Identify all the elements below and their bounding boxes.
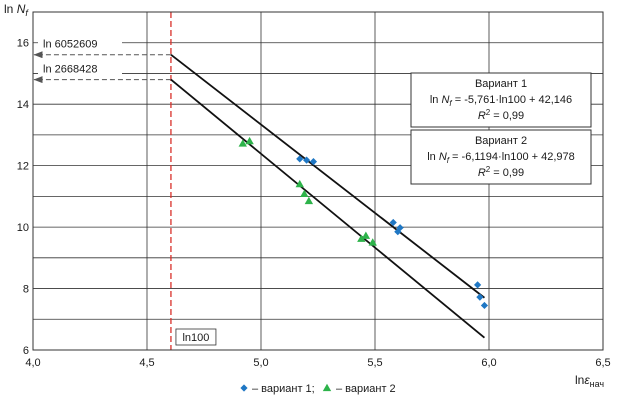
x-tick-label: 5,0	[253, 357, 268, 369]
data-point-variant-2	[357, 234, 366, 242]
legend-marker-variant-1	[240, 384, 248, 392]
data-point-variant-1	[480, 301, 489, 310]
annotation-label: ln 6052609	[43, 39, 97, 51]
reference-label-box	[175, 328, 217, 346]
y-tick-label: 16	[17, 38, 29, 50]
reference-line-group: ln100 ln 6052609 ln 2668428	[33, 12, 217, 350]
equation-r-squared: R2 = 0,99	[478, 108, 524, 122]
regression-line	[170, 53, 485, 299]
data-point-variant-1	[396, 224, 404, 232]
equation-formula: ln Nf = -6,1194·ln100 + 42,978	[427, 151, 575, 165]
legend: – вариант 1; – вариант 2	[240, 383, 396, 395]
annotation-label: ln 2668428	[43, 64, 97, 76]
equation-formula: ln Nf = -5,761·ln100 + 42,146	[430, 94, 572, 108]
equation-title: Вариант 2	[475, 135, 527, 147]
data-points	[238, 136, 489, 310]
legend-label-variant-2: – вариант 2	[336, 383, 396, 395]
x-axis-label: lnεнач	[575, 373, 604, 389]
fit-lines	[170, 53, 486, 339]
data-point-variant-2	[368, 238, 377, 246]
x-tick-label: 5,5	[367, 357, 382, 369]
data-point-variant-1	[296, 155, 304, 163]
legend-label-variant-1: – вариант 1;	[252, 383, 315, 395]
data-point-variant-1	[309, 158, 318, 166]
regression-line	[170, 78, 486, 339]
annotation-label-bg	[38, 60, 122, 76]
axis-labels: ln Nf lnεнач	[4, 2, 604, 389]
equation-box	[410, 129, 592, 185]
equation-title: Вариант 1	[475, 78, 527, 90]
annotation-label-bg	[38, 35, 122, 51]
tick-labels: 4,0 4,5 5,0 5,5 6,0 6,5 6 8 10 12 14 16	[17, 38, 611, 369]
data-point-variant-1	[389, 218, 397, 227]
data-point-variant-2	[300, 189, 309, 198]
data-point-variant-1	[303, 156, 311, 164]
data-point-variant-2	[361, 231, 371, 239]
equation-r-squared: R2 = 0,99	[478, 165, 524, 179]
plot-frame	[32, 11, 604, 351]
data-point-variant-2	[304, 196, 314, 205]
data-point-variant-1	[476, 293, 484, 301]
legend-marker-variant-2	[322, 383, 332, 392]
x-tick-label: 4,0	[25, 357, 40, 369]
y-tick-label: 12	[17, 161, 29, 173]
data-point-variant-1	[394, 228, 402, 236]
equation-boxes: Вариант 1ln Nf = -5,761·ln100 + 42,146R2…	[410, 72, 592, 185]
x-tick-label: 4,5	[139, 357, 154, 369]
data-point-variant-2	[245, 136, 254, 145]
x-tick-label: 6,0	[481, 357, 496, 369]
data-point-variant-2	[238, 139, 247, 147]
y-tick-label: 14	[17, 99, 29, 111]
data-point-variant-1	[474, 281, 482, 289]
y-tick-label: 6	[23, 345, 29, 357]
y-axis-label: ln Nf	[4, 2, 29, 18]
y-tick-label: 8	[23, 284, 29, 296]
data-point-variant-2	[295, 179, 304, 188]
x-tick-label: 6,5	[595, 357, 610, 369]
y-tick-label: 10	[17, 222, 29, 234]
reference-label: ln100	[182, 332, 209, 344]
equation-box	[410, 72, 592, 128]
